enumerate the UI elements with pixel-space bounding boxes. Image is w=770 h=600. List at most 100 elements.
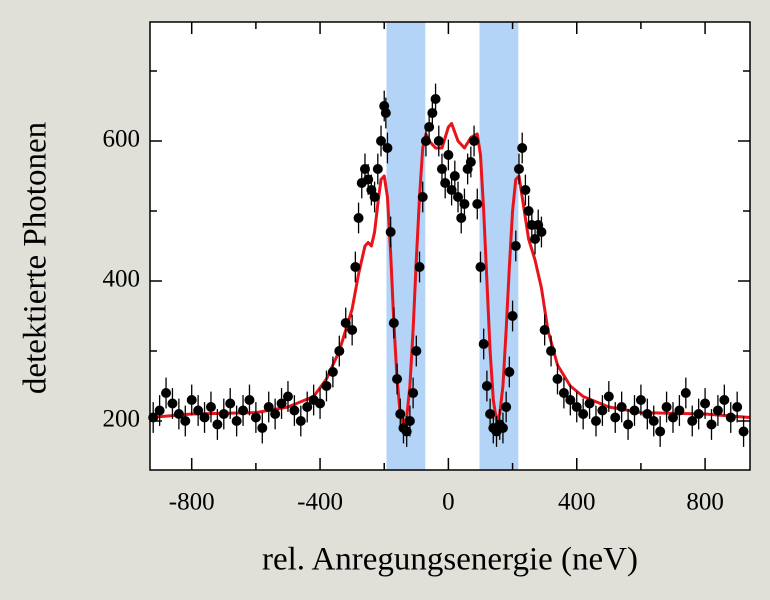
data-point	[154, 405, 165, 416]
data-point	[363, 174, 374, 185]
data-point	[401, 426, 412, 437]
data-point	[465, 157, 476, 167]
points-layer	[148, 83, 749, 447]
data-point	[635, 395, 646, 405]
x-tick-label: -800	[169, 489, 215, 516]
data-point	[321, 381, 332, 391]
y-tick-label: 200	[103, 406, 141, 433]
data-point	[610, 412, 621, 423]
data-point	[433, 136, 444, 146]
plot-frame	[149, 21, 751, 471]
data-point	[481, 381, 492, 391]
data-point	[642, 409, 653, 419]
data-point	[276, 398, 287, 409]
data-point	[417, 192, 428, 202]
data-point	[347, 325, 358, 335]
data-point	[539, 325, 550, 335]
data-point	[459, 199, 470, 209]
x-tick-label: -400	[297, 489, 343, 516]
data-point	[193, 405, 204, 416]
fit-layer	[149, 122, 751, 426]
data-point	[424, 122, 435, 132]
data-point	[218, 409, 229, 419]
data-point	[350, 262, 361, 272]
data-point	[315, 398, 326, 409]
data-point	[523, 206, 534, 216]
data-point	[478, 339, 489, 349]
data-point	[472, 199, 483, 209]
fit-line	[149, 122, 751, 426]
x-tick-label: 0	[442, 489, 455, 516]
data-point	[205, 402, 216, 412]
data-point	[244, 395, 255, 405]
data-point	[700, 398, 711, 409]
data-point	[603, 391, 614, 402]
data-point	[661, 402, 672, 412]
data-point	[225, 398, 236, 409]
y-axis-label: detektierte Photonen	[18, 122, 54, 394]
data-point	[334, 346, 345, 356]
data-point	[680, 388, 691, 398]
data-point	[546, 346, 557, 356]
data-point	[504, 367, 515, 377]
data-point	[414, 262, 425, 272]
data-point	[263, 402, 274, 412]
data-point	[571, 402, 582, 412]
data-point	[732, 402, 743, 412]
data-point	[340, 318, 351, 328]
data-point	[395, 409, 406, 419]
data-point	[738, 426, 749, 437]
data-point	[359, 164, 370, 174]
data-point	[706, 419, 717, 430]
data-point	[404, 416, 415, 426]
data-point	[186, 395, 197, 405]
x-axis-label: rel. Anregungsenergie (neV)	[262, 542, 638, 578]
data-point	[440, 178, 451, 188]
data-point	[590, 416, 601, 426]
data-point	[584, 398, 595, 409]
ticks: -800 -400 0 400 800 200 400 600	[103, 22, 750, 516]
data-point	[446, 185, 457, 195]
data-point	[180, 416, 191, 426]
data-point	[411, 346, 422, 356]
data-point	[501, 402, 512, 412]
data-point	[376, 136, 387, 146]
data-point	[674, 405, 685, 416]
data-point	[725, 412, 736, 423]
data-point	[167, 398, 178, 409]
data-point	[510, 241, 521, 251]
data-point	[667, 412, 678, 423]
data-point	[212, 419, 223, 430]
data-point	[565, 395, 576, 405]
data-point	[497, 423, 508, 433]
data-point	[231, 416, 242, 426]
data-point	[648, 416, 659, 426]
data-point	[427, 108, 438, 118]
data-point	[520, 185, 531, 195]
data-point	[616, 402, 627, 412]
data-point	[257, 423, 268, 433]
data-point	[558, 388, 569, 398]
data-point	[469, 136, 480, 146]
data-point	[623, 419, 634, 430]
data-point	[250, 412, 261, 423]
data-point	[282, 391, 293, 402]
data-point	[693, 409, 704, 419]
band	[386, 22, 426, 470]
data-point	[420, 136, 431, 146]
data-point	[719, 395, 730, 405]
data-point	[302, 402, 313, 412]
data-point	[327, 367, 338, 377]
data-point	[513, 164, 524, 174]
data-point	[173, 409, 184, 419]
data-point	[712, 405, 723, 416]
data-point	[199, 412, 210, 423]
y-tick-label: 400	[103, 266, 141, 293]
data-point	[530, 234, 541, 244]
data-point	[475, 262, 486, 272]
data-point	[289, 405, 300, 416]
data-point	[597, 405, 608, 416]
data-point	[388, 318, 399, 328]
x-tick-label: 800	[686, 489, 724, 516]
